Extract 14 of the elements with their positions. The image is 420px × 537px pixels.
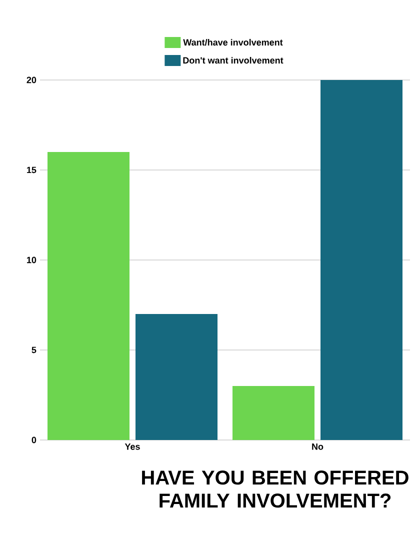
x-tick-label: Yes — [124, 444, 140, 450]
bar — [320, 80, 403, 440]
legend-label: Want/have involvement — [183, 38, 283, 46]
y-tick-label: 5 — [32, 346, 36, 354]
y-tick-label: 0 — [32, 436, 36, 444]
text: HAVE YOU BEEN OFFERED FAMILY INVOLVEMENT? — [142, 470, 408, 508]
y-tick-label: 20 — [26, 76, 36, 84]
bar — [136, 314, 218, 440]
x-tick-label: No — [312, 444, 324, 450]
bar — [232, 386, 315, 440]
y-tick-label: 15 — [27, 166, 36, 174]
legend-label: Don't want involvement — [183, 56, 284, 64]
bar — [48, 152, 130, 440]
y-tick-label: 10 — [27, 256, 36, 264]
